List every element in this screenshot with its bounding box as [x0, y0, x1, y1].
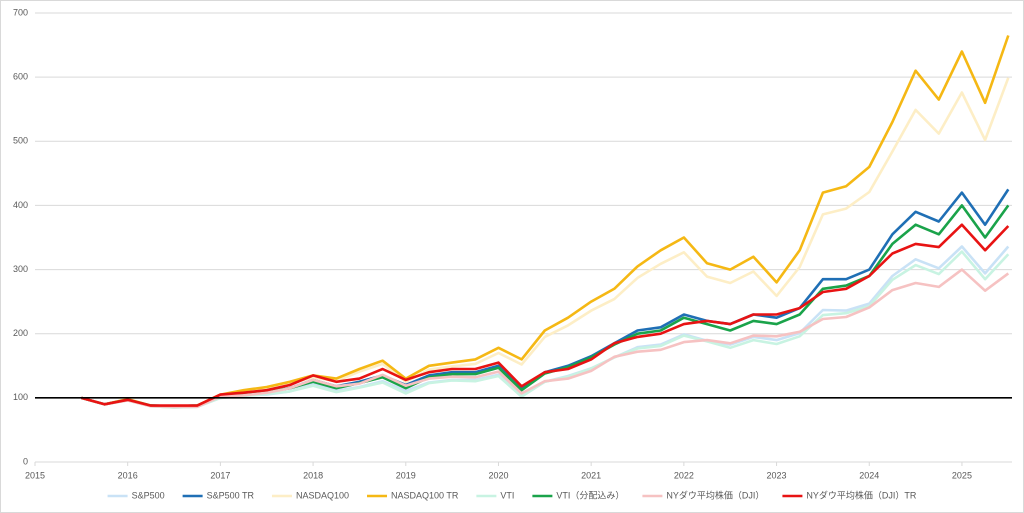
series-line	[80, 223, 1010, 407]
x-tick-label: 2015	[25, 470, 45, 480]
series-line	[80, 268, 1010, 409]
x-tick-label: 2025	[952, 470, 972, 480]
x-tick-label: 2018	[303, 470, 323, 480]
legend-label: NYダウ平均株価（DJI）TR	[806, 489, 917, 500]
x-tick-label: 2019	[396, 470, 416, 480]
legend-label: NASDAQ100 TR	[391, 490, 459, 500]
legend-label: NYダウ平均株価（DJI）	[666, 489, 764, 500]
legend-label: S&P500 TR	[207, 490, 255, 500]
x-tick-label: 2016	[118, 470, 138, 480]
x-tick-label: 2022	[674, 470, 694, 480]
x-tick-label: 2021	[581, 470, 601, 480]
legend-label: VTI（分配込み）	[556, 490, 624, 500]
y-tick-label: 200	[13, 328, 28, 338]
y-tick-label: 100	[13, 392, 28, 402]
x-tick-label: 2017	[210, 470, 230, 480]
y-tick-label: 0	[23, 456, 28, 466]
legend-label: S&P500	[132, 490, 165, 500]
x-tick-label: 2024	[859, 470, 879, 480]
x-tick-label: 2023	[767, 470, 787, 480]
y-tick-label: 300	[13, 264, 28, 274]
legend-label: NASDAQ100	[296, 490, 349, 500]
y-tick-label: 700	[13, 7, 28, 17]
x-tick-label: 2020	[488, 470, 508, 480]
series-line	[80, 35, 1010, 409]
y-tick-label: 400	[13, 200, 28, 210]
y-tick-label: 500	[13, 136, 28, 146]
y-tick-label: 600	[13, 72, 28, 82]
legend-label: VTI	[500, 490, 514, 500]
